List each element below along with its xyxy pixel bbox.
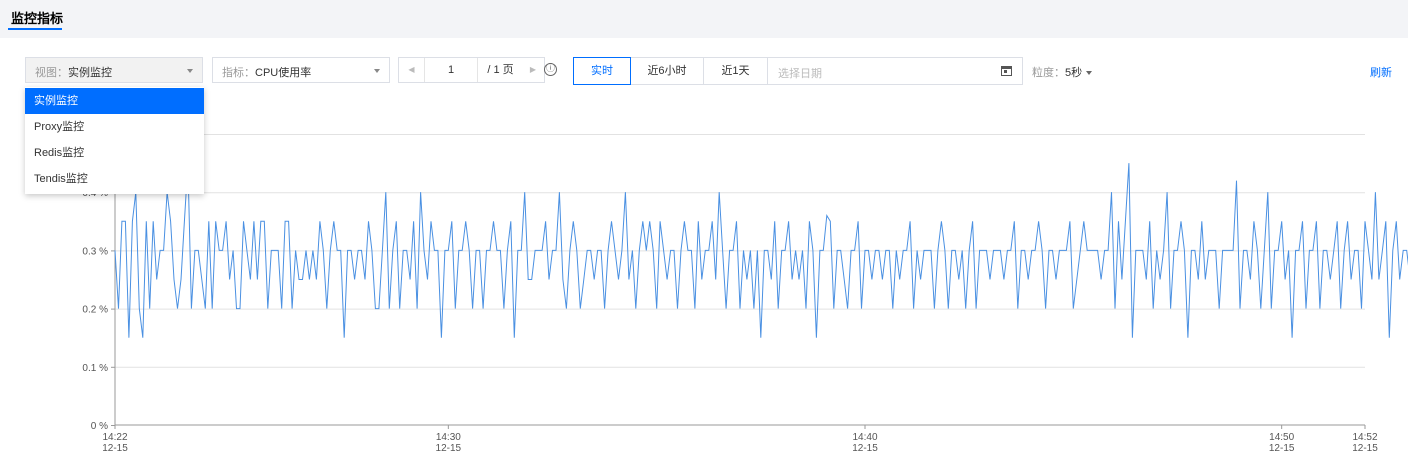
view-select-label: 视图： (35, 67, 68, 79)
chevron-down-icon (374, 69, 380, 73)
range-1d-button[interactable]: 近1天 (703, 57, 768, 85)
x-tick-date: 12-15 (852, 443, 878, 454)
view-dropdown-menu: 实例监控 Proxy监控 Redis监控 Tendis监控 (25, 87, 204, 194)
next-page-icon[interactable]: ▶ (529, 65, 537, 74)
prev-page-icon[interactable]: ◀ (399, 58, 425, 82)
x-tick-time: 14:30 (436, 432, 461, 443)
x-tick-date: 12-15 (436, 443, 462, 454)
range-6h-button[interactable]: 近6小时 (630, 57, 704, 85)
page-total: / 1 页 (477, 58, 523, 82)
calendar-icon[interactable] (1001, 66, 1012, 76)
chevron-down-icon (187, 69, 193, 73)
metric-select[interactable]: 指标：CPU使用率 (212, 57, 390, 83)
metric-select-label: 指标： (222, 67, 255, 79)
granularity-label: 粒度： (1032, 67, 1065, 79)
x-tick-time: 14:40 (852, 432, 877, 443)
granularity-select[interactable]: 粒度：5秒 (1032, 64, 1093, 80)
monitor-toolbar: 视图：实例监控 指标：CPU使用率 ◀ 1 / 1 页 ▶ ⓘ 实时 近6小时 … (0, 57, 1408, 85)
y-tick-label: 0.3 % (82, 246, 108, 257)
view-select[interactable]: 视图：实例监控 (25, 57, 203, 83)
date-placeholder: 选择日期 (778, 68, 822, 80)
view-select-value: 实例监控 (68, 67, 112, 79)
y-tick-label: 0 % (91, 421, 108, 432)
tab-monitor-metrics[interactable]: 监控指标 (11, 11, 64, 26)
x-tick-time: 14:22 (102, 432, 127, 443)
date-picker-input[interactable]: 选择日期 (767, 57, 1023, 85)
page-number-input[interactable]: 1 (447, 64, 455, 76)
chevron-down-icon (1086, 71, 1093, 76)
x-tick-date: 12-15 (1352, 443, 1378, 454)
active-tab-indicator (8, 28, 62, 30)
info-icon[interactable]: ⓘ (544, 63, 557, 76)
granularity-value: 5秒 (1065, 67, 1083, 79)
y-axis-ticks: 0 %0.1 %0.2 %0.3 %0.4 % (82, 188, 115, 432)
y-tick-label: 0.1 % (82, 363, 108, 374)
x-tick-date: 12-15 (102, 443, 128, 454)
x-axis-ticks: 14:2212-1514:3012-1514:4012-1514:5012-15… (102, 425, 1378, 454)
x-tick-time: 14:50 (1269, 432, 1294, 443)
refresh-link[interactable]: 刷新 (1370, 67, 1392, 79)
tab-bar: 监控指标 (0, 0, 1408, 38)
range-realtime-button[interactable]: 实时 (573, 57, 631, 85)
view-option-proxy[interactable]: Proxy监控 (34, 121, 85, 133)
view-option-tendis[interactable]: Tendis监控 (34, 173, 88, 185)
view-option-instance[interactable]: 实例监控 (25, 88, 204, 114)
y-tick-label: 0.2 % (82, 305, 108, 316)
view-option-redis[interactable]: Redis监控 (34, 147, 85, 159)
x-tick-date: 12-15 (1269, 443, 1295, 454)
cpu-usage-series-line (114, 163, 1408, 338)
metric-select-value: CPU使用率 (255, 67, 312, 79)
x-tick-time: 14:52 (1352, 432, 1377, 443)
